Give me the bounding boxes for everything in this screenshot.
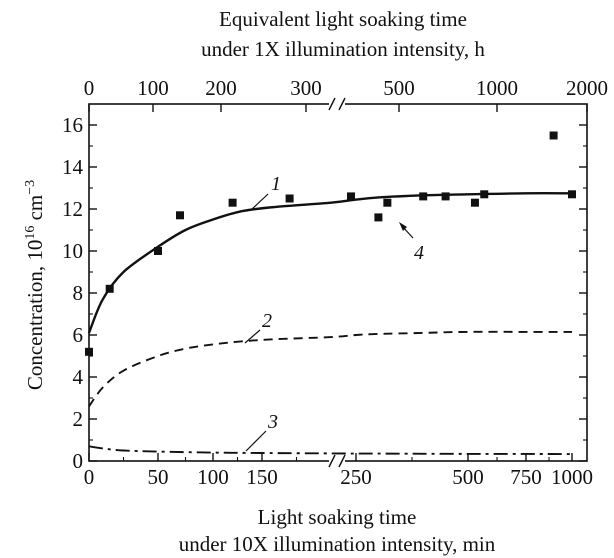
curve-3-leader [245, 430, 267, 452]
plot-frame [88, 103, 588, 462]
data-point [549, 131, 558, 140]
data-point [383, 198, 392, 207]
data-point [285, 194, 294, 203]
y-tick-label: 2 [73, 407, 84, 431]
curve-2-annotation: 2 [244, 310, 272, 344]
x-bottom-tick-label: 500 [452, 465, 484, 489]
curve-1-leader [250, 193, 269, 211]
x-top-tick-label: 500 [383, 76, 415, 100]
x-bottom-tick-label: 250 [340, 465, 372, 489]
data-point [347, 192, 355, 201]
points-4-arrowhead [399, 222, 407, 231]
y-tick-label: 4 [73, 365, 84, 389]
x-top-tick-label: 200 [205, 76, 237, 100]
curve-2-label: 2 [262, 310, 272, 332]
top-axis-title-line-1: Equivalent light soaking time [219, 7, 467, 31]
y-tick-label: 16 [62, 113, 83, 137]
data-point [176, 211, 184, 220]
data-point [480, 190, 489, 199]
curve-2-leader [244, 329, 261, 344]
y-axis-title: Concentration, 1016 cm−3 [23, 180, 47, 390]
y-tick-label: 8 [73, 281, 84, 305]
curve-3-annotation: 3 [245, 411, 278, 452]
y-tick-label: 10 [62, 239, 83, 263]
x-bottom-tick-label: 100 [197, 465, 229, 489]
data-point [568, 190, 576, 199]
x-bottom-tick-label: 750 [510, 465, 542, 489]
bottom-axis-break [328, 454, 346, 468]
series-2-line [88, 330, 572, 407]
curves-layer [87, 192, 573, 456]
points-layer [85, 131, 576, 356]
y-axis-title-exp: 16 [23, 226, 38, 240]
y-tick-label: 14 [62, 155, 84, 179]
y-tick-label: 12 [62, 197, 83, 221]
points-4-annotation: 4 [399, 222, 424, 264]
y-tick-label: 6 [73, 323, 84, 347]
x-bottom-tick-label: 50 [148, 465, 169, 489]
y-axis-title-main: Concentration, 10 [23, 240, 47, 390]
data-point [441, 192, 450, 201]
x-bottom-tick-label: 150 [246, 465, 278, 489]
data-point [105, 284, 114, 293]
x-top-tick-label: 2000 [566, 76, 608, 100]
data-point [374, 213, 383, 222]
bottom-axis-title-line-1: Light soaking time [258, 505, 417, 529]
top-axis-break [328, 97, 346, 111]
series-1-line [87, 192, 573, 334]
top-axis-title-line-2: under 1X illumination intensity, h [201, 37, 485, 61]
x-top-tick-label: 300 [290, 76, 322, 100]
data-point [228, 198, 237, 207]
series-3-line [88, 445, 573, 456]
curve-3-label: 3 [267, 411, 278, 433]
x-top-tick-label: 100 [137, 76, 169, 100]
curve-1-label: 1 [271, 173, 281, 195]
x-top-tick-label: 1000 [476, 76, 518, 100]
bottom-axis-title-line-2: under 10X illumination intensity, min [179, 532, 496, 556]
y-tick-label: 0 [73, 449, 84, 473]
curve-1-annotation: 1 [250, 173, 281, 211]
x-bottom-tick-label: 1000 [551, 465, 593, 489]
data-point [154, 247, 162, 255]
y-axis-title-unit: cm [23, 195, 47, 226]
data-point [470, 198, 479, 207]
data-point [85, 347, 93, 356]
points-4-label: 4 [414, 242, 424, 264]
x-top-tick-label: 0 [84, 76, 95, 100]
x-bottom-tick-label: 0 [84, 465, 95, 489]
y-axis-title-unit-exp: −3 [23, 180, 38, 195]
data-point [419, 192, 428, 201]
